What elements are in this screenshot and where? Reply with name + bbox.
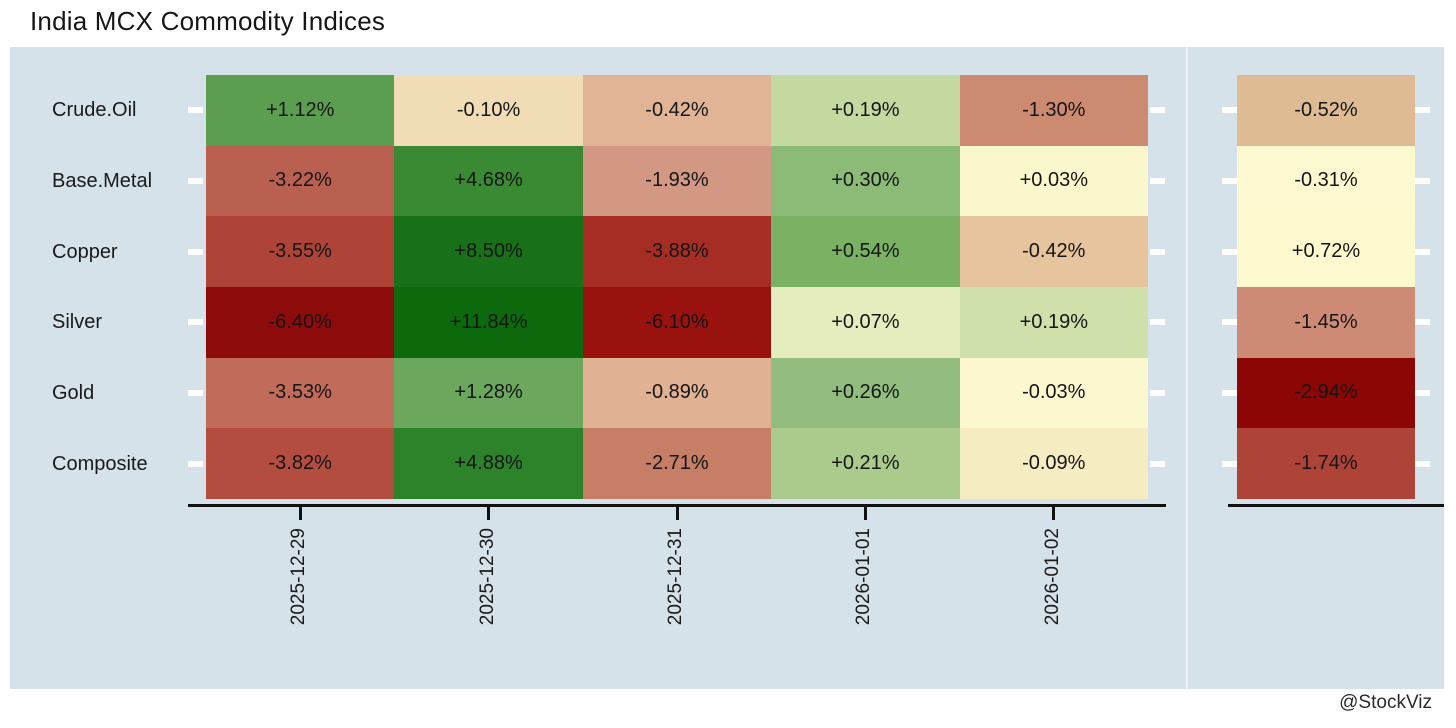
heatmap-cell: -3.82% [206,428,395,499]
heatmap-cell: +0.19% [959,287,1148,358]
row-tick-mark [1222,319,1237,326]
row-tick-mark [1415,178,1430,184]
x-axis-tick [1052,507,1056,520]
heatmap-cell: -0.10% [394,75,583,146]
summary-heatmap-cell: -0.52% [1237,75,1415,146]
heatmap-cell: -2.71% [582,428,772,499]
chart-title: India MCX Commodity Indices [30,6,386,36]
row-tick-mark [1415,248,1430,255]
row-tick-mark [1415,319,1430,326]
heatmap-cell: +0.54% [771,216,960,287]
heatmap-cell: -6.40% [206,287,395,358]
summary-heatmap-cell: -2.94% [1237,357,1415,429]
summary-heatmap-cell: -1.74% [1237,428,1415,499]
heatmap-cell: +0.21% [771,428,960,499]
heatmap-cell: -0.89% [582,357,772,429]
heatmap-cell: +4.88% [394,428,583,499]
row-tick-mark [1415,107,1430,114]
summary-heatmap-cell: +0.72% [1237,216,1415,287]
summary-heatmap-cell: -0.31% [1237,145,1415,217]
summary-heatmap-cell: -1.45% [1237,287,1415,358]
heatmap-cell: -1.93% [582,145,772,217]
row-tick-mark [1415,460,1430,467]
heatmap-cell: -3.53% [206,357,395,429]
row-tick-mark [1150,178,1165,184]
heatmap-cell: +0.03% [959,145,1148,217]
row-label: Base.Metal [52,170,153,192]
row-tick-mark [1222,107,1237,114]
row-tick-mark [1150,107,1165,114]
heatmap-cell: -0.09% [959,428,1148,499]
row-tick-mark [188,107,203,114]
heatmap-cell: +0.30% [771,145,960,217]
row-label: Gold [52,382,95,404]
row-tick-mark [188,319,203,326]
row-tick-mark [188,248,203,255]
x-axis-date-label: 2025-12-31 [665,528,686,626]
heatmap-cell: +0.07% [771,287,960,358]
row-label: Composite [52,452,148,475]
row-label: Crude.Oil [52,99,137,122]
heatmap-cell: +4.68% [394,145,583,217]
heatmap-cell: -1.30% [959,75,1148,146]
heatmap-cell: -0.03% [959,357,1148,429]
row-label: Silver [52,311,103,334]
heatmap-cell: +0.26% [771,357,960,429]
row-tick-mark [188,178,203,184]
row-tick-mark [1150,319,1165,326]
x-axis-summary [1228,504,1444,507]
x-axis-tick [298,507,302,520]
x-axis-tick [863,507,867,520]
x-axis-date-label: 2026-01-01 [853,528,875,626]
heatmap-cell: -3.88% [582,216,772,287]
x-axis-date-label: 2026-01-02 [1041,528,1063,626]
watermark-text: @StockViz [1339,692,1432,713]
x-axis-main [188,504,1166,507]
row-tick-mark [188,460,203,467]
x-axis-tick [487,507,491,520]
row-tick-mark [1415,390,1430,396]
facet-divider [1186,47,1188,689]
heatmap-cell: +1.28% [394,357,583,429]
heatmap-cell: -6.10% [582,287,772,358]
row-tick-mark [1150,248,1165,255]
x-axis-tick [675,507,679,520]
heatmap-cell: -0.42% [959,216,1148,287]
heatmap-cell: +8.50% [394,216,583,287]
row-tick-mark [1150,390,1165,396]
heatmap-cell: +11.84% [394,287,583,358]
row-tick-mark [1222,178,1237,184]
heatmap-cell: -3.22% [206,145,395,217]
row-tick-mark [1150,460,1165,467]
heatmap-cell: +0.19% [771,75,960,146]
x-axis-date-label: 2025-12-29 [288,528,310,626]
heatmap-cell: -3.55% [206,216,395,287]
row-tick-mark [1222,390,1237,396]
row-tick-mark [1222,248,1237,255]
heatmap-cell: -0.42% [582,75,772,146]
row-label: Copper [52,240,118,263]
x-axis-date-label: 2025-12-30 [476,528,498,626]
row-tick-mark [1222,460,1237,467]
heatmap-cell: +1.12% [206,75,395,146]
row-tick-mark [188,390,203,396]
